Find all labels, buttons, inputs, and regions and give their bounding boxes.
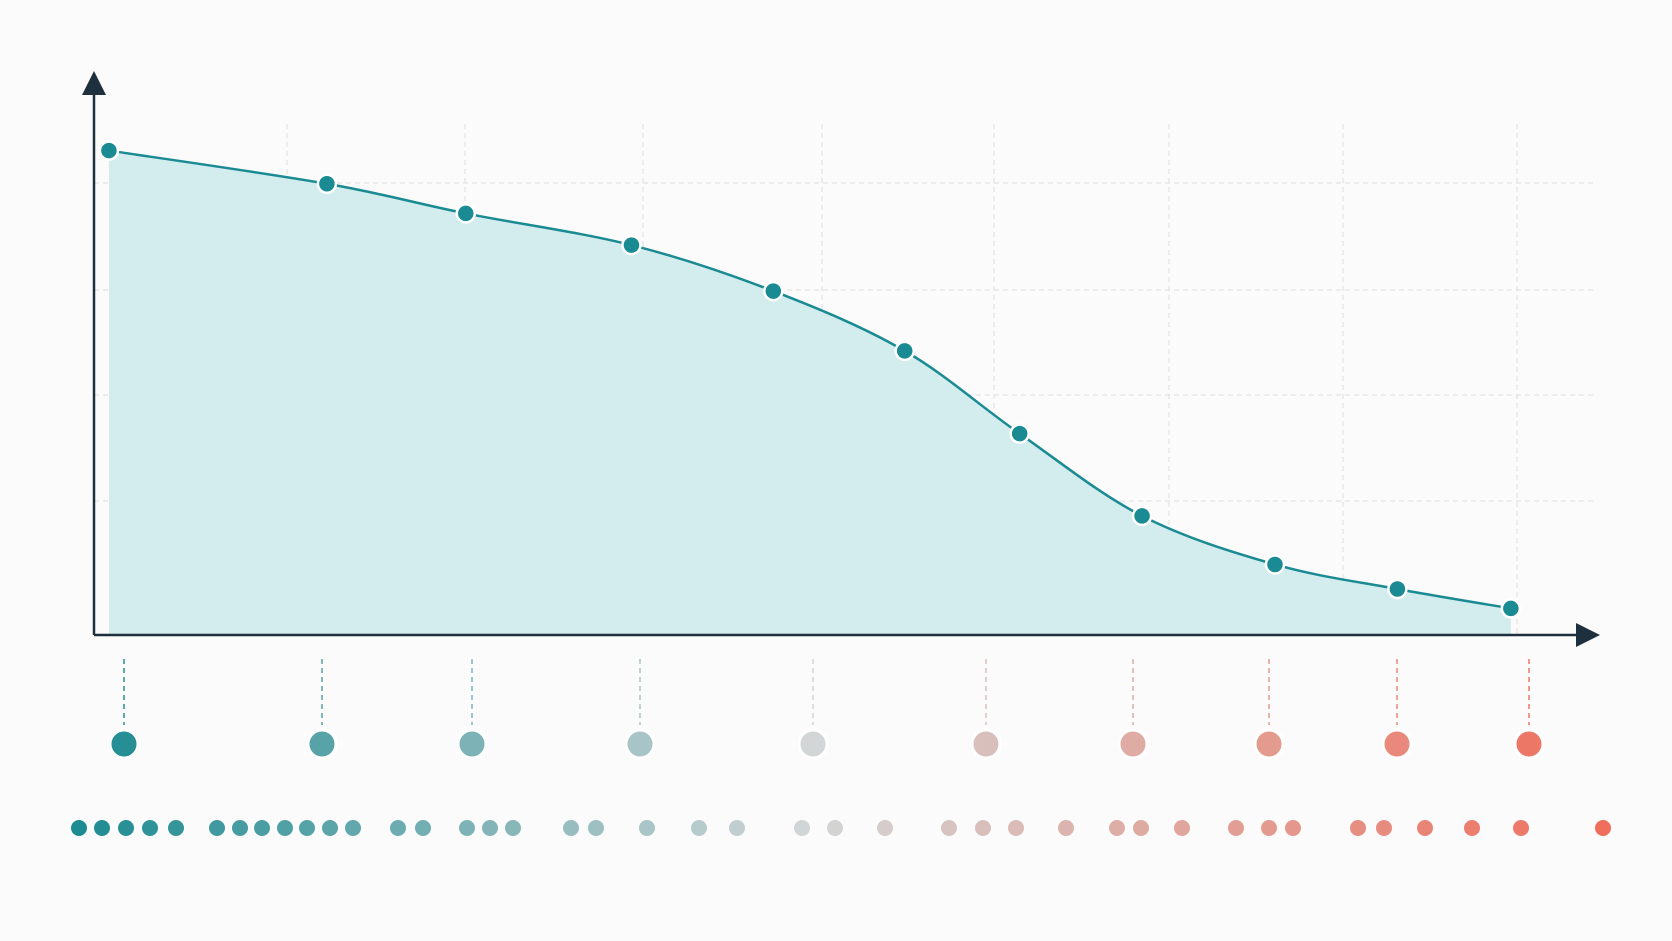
timeline-node	[797, 728, 829, 760]
point	[621, 234, 642, 256]
point	[894, 340, 915, 362]
timeline-node	[306, 728, 338, 760]
dot	[1464, 820, 1480, 836]
dot	[588, 820, 604, 836]
dot	[168, 820, 184, 836]
dot	[563, 820, 579, 836]
dot	[209, 820, 225, 836]
dot	[1058, 820, 1074, 836]
point	[1009, 423, 1030, 444]
timeline-node	[970, 728, 1002, 760]
dot	[1109, 820, 1125, 836]
dot	[505, 820, 521, 836]
dot	[827, 820, 843, 836]
point	[316, 173, 338, 195]
dot	[299, 820, 315, 836]
dot	[1261, 820, 1277, 836]
timeline-node	[1381, 728, 1413, 760]
dot	[118, 820, 134, 836]
dot	[1228, 820, 1244, 836]
dot	[254, 820, 270, 836]
dot-row	[71, 820, 1611, 836]
dot	[691, 820, 707, 836]
dot	[1417, 820, 1433, 836]
point	[455, 203, 477, 224]
dot	[322, 820, 338, 836]
dot	[390, 820, 406, 836]
timeline	[81, 659, 1603, 760]
dot	[482, 820, 498, 836]
dot	[71, 820, 87, 836]
dot	[345, 820, 361, 836]
line	[108, 149, 1512, 610]
dot	[277, 820, 293, 836]
dot	[975, 820, 991, 836]
dot	[94, 820, 110, 836]
y-axis-arrow	[82, 71, 106, 95]
dot	[1174, 820, 1190, 836]
dot	[941, 820, 957, 836]
dot	[1513, 820, 1529, 836]
point	[1131, 505, 1153, 527]
point	[1264, 554, 1286, 575]
point	[1500, 598, 1522, 619]
dot	[1133, 820, 1149, 836]
timeline-node	[624, 728, 656, 760]
x-axis-arrow	[1576, 623, 1600, 647]
timeline-node	[1253, 728, 1285, 760]
timeline-node	[1117, 728, 1149, 760]
area	[108, 150, 1511, 635]
point	[98, 140, 120, 161]
plot	[98, 140, 1522, 635]
dot	[415, 820, 431, 836]
point	[1387, 578, 1408, 600]
point	[763, 280, 784, 302]
dot	[1350, 820, 1366, 836]
axes	[82, 71, 1600, 647]
timeline-node	[108, 728, 140, 760]
dot	[1008, 820, 1024, 836]
timeline-node	[456, 728, 488, 760]
dot	[1595, 820, 1611, 836]
timeline-node	[1513, 728, 1545, 760]
dot	[1285, 820, 1301, 836]
dot	[232, 820, 248, 836]
dot	[142, 820, 158, 836]
dot	[639, 820, 655, 836]
dot	[459, 820, 475, 836]
dot	[729, 820, 745, 836]
dot	[1376, 820, 1392, 836]
dot	[794, 820, 810, 836]
dot	[877, 820, 893, 836]
